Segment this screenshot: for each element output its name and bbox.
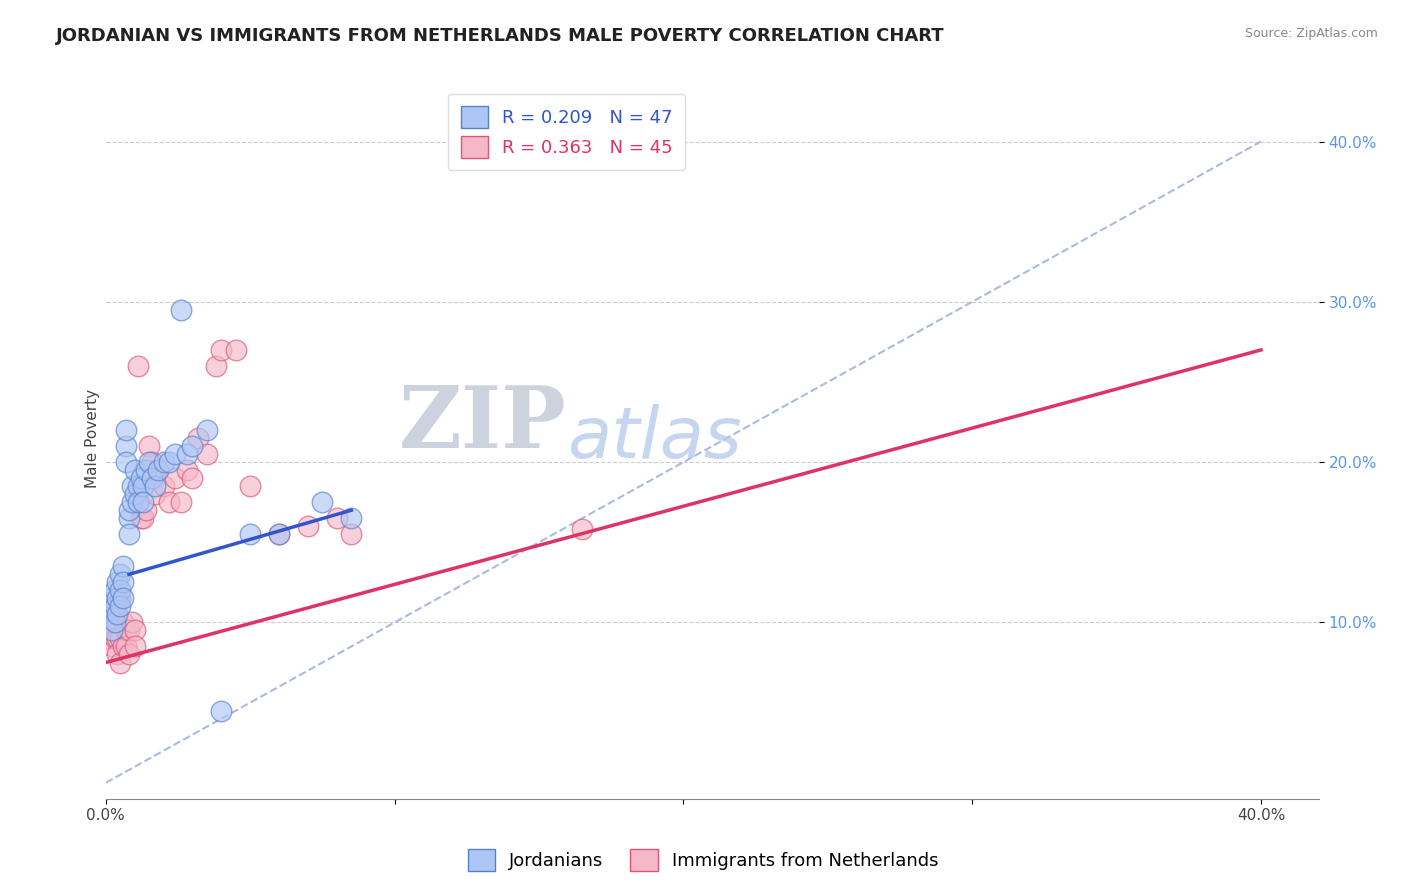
Point <box>112 640 135 654</box>
Point <box>97 632 120 646</box>
Point <box>176 447 198 461</box>
Point <box>181 439 204 453</box>
Point <box>239 527 262 541</box>
Point <box>297 519 319 533</box>
Point <box>110 632 132 646</box>
Point <box>195 447 218 461</box>
Point <box>138 439 160 453</box>
Point <box>112 591 135 606</box>
Point <box>209 343 232 357</box>
Point <box>165 471 187 485</box>
Point <box>269 527 291 541</box>
Point <box>124 487 146 501</box>
Point <box>100 640 122 654</box>
Point <box>107 607 129 622</box>
Point <box>152 479 174 493</box>
Point <box>132 511 155 525</box>
Point <box>129 471 152 485</box>
Point <box>143 479 166 493</box>
Point <box>129 511 152 525</box>
Point <box>195 423 218 437</box>
Point <box>103 599 125 614</box>
Point <box>176 463 198 477</box>
Point <box>132 495 155 509</box>
Point <box>110 591 132 606</box>
Point <box>110 599 132 614</box>
Point <box>127 359 149 373</box>
Point <box>118 511 141 525</box>
Point <box>107 632 129 646</box>
Point <box>204 359 226 373</box>
Text: JORDANIAN VS IMMIGRANTS FROM NETHERLANDS MALE POVERTY CORRELATION CHART: JORDANIAN VS IMMIGRANTS FROM NETHERLANDS… <box>56 27 945 45</box>
Point <box>110 567 132 582</box>
Point <box>115 624 138 638</box>
Point <box>97 607 120 622</box>
Point <box>181 471 204 485</box>
Point <box>152 455 174 469</box>
Text: Source: ZipAtlas.com: Source: ZipAtlas.com <box>1244 27 1378 40</box>
Point <box>127 479 149 493</box>
Point <box>187 431 209 445</box>
Point <box>340 527 363 541</box>
Point <box>170 495 193 509</box>
Point <box>209 704 232 718</box>
Point <box>100 624 122 638</box>
Point <box>103 599 125 614</box>
Point <box>115 423 138 437</box>
Point <box>112 615 135 630</box>
Point <box>326 511 349 525</box>
Point <box>143 487 166 501</box>
Point <box>124 640 146 654</box>
Point <box>121 479 143 493</box>
Point <box>103 615 125 630</box>
Point <box>107 575 129 590</box>
Point <box>157 495 180 509</box>
Point <box>571 523 593 537</box>
Point <box>118 648 141 662</box>
Point <box>135 503 157 517</box>
Point <box>146 463 169 477</box>
Text: ZIP: ZIP <box>399 382 567 466</box>
Point <box>100 607 122 622</box>
Point <box>110 583 132 598</box>
Point <box>103 583 125 598</box>
Point <box>165 447 187 461</box>
Point <box>127 495 149 509</box>
Point <box>124 624 146 638</box>
Point <box>141 471 163 485</box>
Legend: Jordanians, Immigrants from Netherlands: Jordanians, Immigrants from Netherlands <box>460 842 946 879</box>
Point <box>141 455 163 469</box>
Point <box>269 527 291 541</box>
Point <box>115 439 138 453</box>
Point <box>239 479 262 493</box>
Point <box>118 624 141 638</box>
Point <box>340 511 363 525</box>
Point <box>135 463 157 477</box>
Point <box>124 463 146 477</box>
Text: atlas: atlas <box>567 403 741 473</box>
Point <box>157 455 180 469</box>
Y-axis label: Male Poverty: Male Poverty <box>86 389 100 488</box>
Point <box>103 632 125 646</box>
Point <box>100 591 122 606</box>
Point <box>146 463 169 477</box>
Point <box>311 495 333 509</box>
Legend: R = 0.209   N = 47, R = 0.363   N = 45: R = 0.209 N = 47, R = 0.363 N = 45 <box>449 94 686 170</box>
Point <box>107 648 129 662</box>
Point <box>112 575 135 590</box>
Point <box>121 495 143 509</box>
Point <box>132 479 155 493</box>
Point <box>170 302 193 317</box>
Point <box>118 503 141 517</box>
Point <box>110 656 132 670</box>
Point <box>121 615 143 630</box>
Point <box>107 615 129 630</box>
Point <box>112 559 135 574</box>
Point <box>225 343 247 357</box>
Point <box>107 591 129 606</box>
Point <box>118 527 141 541</box>
Point <box>115 455 138 469</box>
Point <box>138 455 160 469</box>
Point <box>115 640 138 654</box>
